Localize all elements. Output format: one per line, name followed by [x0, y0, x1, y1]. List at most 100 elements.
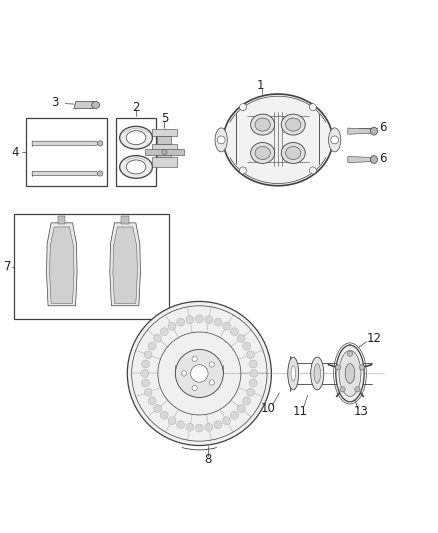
Circle shape	[195, 315, 203, 323]
Circle shape	[148, 342, 156, 350]
Text: 11: 11	[292, 405, 307, 418]
Ellipse shape	[223, 94, 332, 185]
Circle shape	[154, 405, 162, 413]
Ellipse shape	[255, 147, 270, 159]
Bar	[157, 135, 171, 144]
Ellipse shape	[328, 128, 341, 152]
Bar	[117, 118, 155, 185]
Ellipse shape	[92, 101, 99, 108]
Circle shape	[237, 405, 245, 413]
Circle shape	[340, 387, 345, 392]
Circle shape	[168, 417, 176, 425]
Polygon shape	[110, 223, 141, 306]
Circle shape	[309, 167, 316, 174]
Polygon shape	[121, 216, 129, 224]
Circle shape	[154, 335, 162, 342]
Circle shape	[177, 318, 184, 326]
Circle shape	[205, 423, 213, 431]
Circle shape	[181, 371, 187, 376]
Circle shape	[214, 318, 222, 326]
Polygon shape	[32, 141, 100, 146]
Ellipse shape	[126, 131, 146, 144]
Text: 5: 5	[161, 111, 168, 125]
Circle shape	[141, 360, 149, 368]
Text: 4: 4	[11, 146, 18, 159]
Polygon shape	[58, 216, 66, 224]
Circle shape	[230, 328, 238, 336]
Text: 1: 1	[257, 79, 264, 92]
Circle shape	[144, 351, 152, 359]
Ellipse shape	[120, 156, 152, 179]
Circle shape	[195, 424, 203, 432]
Polygon shape	[49, 227, 74, 303]
Circle shape	[230, 411, 238, 419]
Circle shape	[214, 421, 222, 429]
Circle shape	[355, 387, 360, 392]
Bar	[152, 157, 177, 167]
Circle shape	[141, 379, 149, 387]
Ellipse shape	[345, 364, 355, 383]
Circle shape	[247, 351, 254, 359]
Ellipse shape	[339, 351, 361, 397]
Circle shape	[192, 385, 197, 391]
Circle shape	[209, 362, 214, 367]
Circle shape	[243, 397, 251, 405]
Circle shape	[249, 360, 257, 368]
Circle shape	[243, 342, 251, 350]
Circle shape	[177, 421, 184, 429]
Polygon shape	[32, 171, 100, 176]
Circle shape	[98, 141, 103, 146]
Circle shape	[359, 365, 364, 370]
Circle shape	[250, 369, 258, 377]
Bar	[26, 118, 107, 185]
Circle shape	[162, 149, 167, 155]
Circle shape	[148, 397, 156, 405]
Ellipse shape	[126, 160, 146, 174]
Circle shape	[141, 369, 149, 377]
Ellipse shape	[288, 357, 299, 390]
Bar	[152, 144, 177, 151]
Circle shape	[144, 388, 152, 396]
Text: 3: 3	[52, 96, 59, 109]
Polygon shape	[348, 128, 373, 134]
Ellipse shape	[371, 127, 378, 135]
Circle shape	[223, 417, 230, 425]
Ellipse shape	[314, 364, 321, 383]
Circle shape	[205, 316, 213, 324]
Circle shape	[175, 350, 223, 398]
Text: 6: 6	[379, 152, 386, 165]
Circle shape	[160, 411, 168, 419]
Circle shape	[223, 322, 230, 330]
Text: 2: 2	[132, 101, 140, 114]
Ellipse shape	[286, 147, 301, 159]
Ellipse shape	[251, 142, 275, 164]
Circle shape	[217, 136, 225, 144]
Circle shape	[186, 316, 194, 324]
Circle shape	[127, 302, 272, 446]
Bar	[145, 149, 184, 155]
Text: 7: 7	[4, 260, 11, 273]
Circle shape	[240, 167, 247, 174]
Polygon shape	[113, 227, 138, 303]
Text: 12: 12	[367, 332, 381, 345]
Circle shape	[249, 379, 257, 387]
Bar	[152, 128, 177, 136]
Text: 6: 6	[379, 121, 386, 134]
Ellipse shape	[215, 128, 227, 152]
Ellipse shape	[281, 142, 305, 164]
Circle shape	[168, 322, 176, 330]
Circle shape	[240, 103, 247, 111]
Circle shape	[192, 357, 197, 361]
Ellipse shape	[251, 114, 275, 135]
Circle shape	[247, 388, 254, 396]
Circle shape	[186, 423, 194, 431]
Bar	[14, 214, 169, 319]
Circle shape	[347, 351, 353, 357]
Circle shape	[309, 103, 316, 111]
Polygon shape	[46, 223, 77, 306]
Circle shape	[98, 171, 103, 176]
Ellipse shape	[286, 118, 301, 131]
Text: 13: 13	[353, 405, 368, 418]
Ellipse shape	[311, 357, 324, 390]
Circle shape	[209, 380, 214, 385]
